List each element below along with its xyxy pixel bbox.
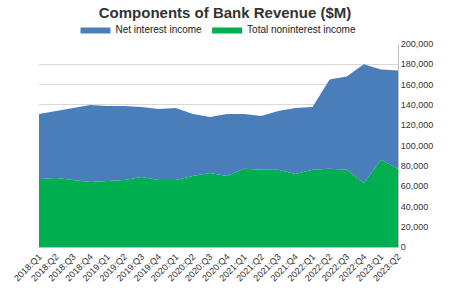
svg-text:2019:Q1: 2019:Q1 (80, 252, 111, 283)
svg-text:2018:Q4: 2018:Q4 (63, 252, 94, 283)
svg-text:2021:Q1: 2021:Q1 (217, 252, 248, 283)
svg-text:2019:Q3: 2019:Q3 (115, 252, 146, 283)
svg-text:2018:Q2: 2018:Q2 (29, 252, 60, 283)
svg-text:2018:Q3: 2018:Q3 (46, 252, 77, 283)
svg-text:2020:Q2: 2020:Q2 (166, 252, 197, 283)
svg-text:2022:Q4: 2022:Q4 (337, 252, 368, 283)
svg-text:60,000: 60,000 (401, 181, 429, 191)
svg-text:2022:Q3: 2022:Q3 (320, 252, 351, 283)
svg-text:2019:Q2: 2019:Q2 (98, 252, 129, 283)
svg-text:2021:Q4: 2021:Q4 (269, 252, 300, 283)
svg-text:200,000: 200,000 (401, 39, 434, 49)
svg-text:2021:Q2: 2021:Q2 (234, 252, 265, 283)
svg-text:160,000: 160,000 (401, 80, 434, 90)
svg-text:2018:Q1: 2018:Q1 (12, 252, 43, 283)
svg-text:2023:Q2: 2023:Q2 (371, 252, 402, 283)
svg-text:0: 0 (401, 242, 406, 252)
svg-text:120,000: 120,000 (401, 120, 434, 130)
svg-text:20,000: 20,000 (401, 222, 429, 232)
svg-text:2022:Q1: 2022:Q1 (286, 252, 317, 283)
svg-text:Net interest income: Net interest income (116, 24, 203, 35)
svg-text:2021:Q3: 2021:Q3 (251, 252, 282, 283)
svg-text:80,000: 80,000 (401, 161, 429, 171)
svg-text:2023:Q1: 2023:Q1 (354, 252, 385, 283)
svg-text:180,000: 180,000 (401, 59, 434, 69)
svg-text:2020:Q4: 2020:Q4 (200, 252, 231, 283)
svg-text:2019:Q4: 2019:Q4 (132, 252, 163, 283)
svg-text:100,000: 100,000 (401, 141, 434, 151)
svg-text:40,000: 40,000 (401, 202, 429, 212)
svg-text:140,000: 140,000 (401, 100, 434, 110)
svg-text:Total noninterest income: Total noninterest income (247, 24, 356, 35)
svg-text:Components of Bank Revenue ($M: Components of Bank Revenue ($M) (99, 4, 352, 21)
svg-text:2022:Q2: 2022:Q2 (303, 252, 334, 283)
svg-text:2020:Q3: 2020:Q3 (183, 252, 214, 283)
svg-text:2020:Q1: 2020:Q1 (149, 252, 180, 283)
